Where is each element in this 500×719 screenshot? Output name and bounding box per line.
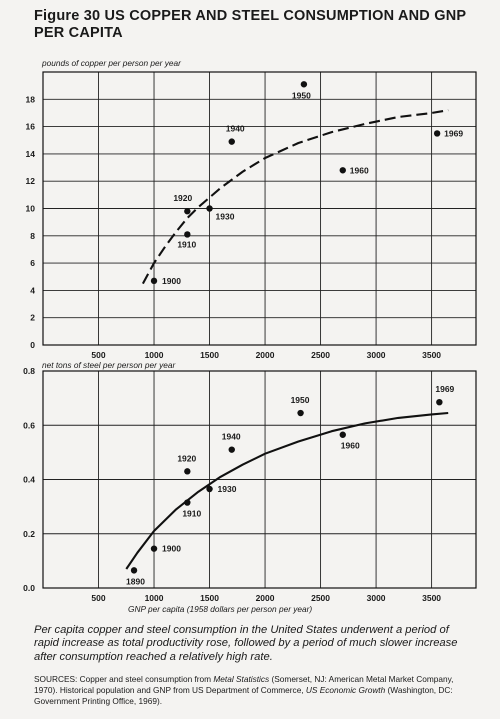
y-axis-label: net tons of steel per person per year xyxy=(42,360,177,370)
plot-frame xyxy=(42,71,477,346)
x-tick-label: 2500 xyxy=(311,350,330,360)
x-tick-label: 2000 xyxy=(256,593,275,603)
y-tick-label: 2 xyxy=(30,313,35,323)
sources-metal-statistics: Metal Statistics xyxy=(213,674,270,684)
point-label-1940: 1940 xyxy=(222,432,241,442)
point-label-1960: 1960 xyxy=(341,441,360,451)
point-label-1910: 1910 xyxy=(182,509,201,519)
y-tick-label: 0.0 xyxy=(23,583,35,593)
copper-chart: 0 2 4 6 8 10 12 14 16 18 500 1000 1500 2000 2500 3000 35… xyxy=(26,58,477,360)
steel-chart: 0.0 0.2 0.4 0.6 0.8 500 1000 1500 2000 2500 3000 35… xyxy=(23,360,477,614)
data-point-1910 xyxy=(184,231,191,238)
point-label-1969: 1969 xyxy=(435,384,454,394)
x-tick-label: 2500 xyxy=(311,593,330,603)
y-tick-label: 0.8 xyxy=(23,366,35,376)
sources-mid: (Somerset, NJ: American Metal Market Com… xyxy=(34,674,454,695)
y-tick-label: 18 xyxy=(26,94,36,104)
point-label-1960: 1960 xyxy=(350,165,369,175)
data-point-1960 xyxy=(339,167,346,174)
figure-sources: SOURCES: Copper and steel consumption fr… xyxy=(34,674,474,707)
y-tick-label: 10 xyxy=(26,204,36,214)
trend-curve xyxy=(125,411,449,570)
y-tick-label: 14 xyxy=(26,149,36,159)
data-point-1920 xyxy=(184,208,191,215)
point-label-1920: 1920 xyxy=(173,193,192,203)
x-tick-label: 3500 xyxy=(422,593,441,603)
point-label-1890: 1890 xyxy=(126,576,145,586)
point-label-1900: 1900 xyxy=(162,276,181,286)
data-point-1890 xyxy=(130,567,138,574)
data-point-1950 xyxy=(297,409,304,417)
data-point-1960 xyxy=(339,431,346,438)
y-tick-label: 8 xyxy=(30,231,35,241)
data-point-1900 xyxy=(150,277,158,285)
x-tick-label: 1000 xyxy=(145,350,164,360)
y-tick-label: 6 xyxy=(30,258,35,268)
y-axis-label: pounds of copper per person per year xyxy=(41,58,182,68)
x-axis-label: GNP per capita (1958 dollars per person … xyxy=(128,604,312,614)
point-label-1950: 1950 xyxy=(291,395,310,405)
trend-curve xyxy=(141,109,449,285)
data-point-1930 xyxy=(206,485,213,493)
point-label-1910: 1910 xyxy=(177,239,196,249)
data-point-1930 xyxy=(206,205,213,212)
y-tick-label: 16 xyxy=(26,122,36,132)
point-label-1920: 1920 xyxy=(177,453,196,463)
data-point-1940 xyxy=(228,446,235,453)
point-label-1930: 1930 xyxy=(218,484,237,494)
point-label-1900: 1900 xyxy=(162,544,181,554)
y-tick-label: 0 xyxy=(30,340,35,350)
plot-frame xyxy=(42,370,477,589)
y-tick-label: 0.6 xyxy=(23,420,35,430)
data-point-1969 xyxy=(436,398,443,406)
data-point-1940 xyxy=(228,138,235,145)
data-point-1910 xyxy=(184,499,191,506)
x-tick-label: 1500 xyxy=(200,350,219,360)
y-tick-label: 0.4 xyxy=(23,475,35,485)
x-tick-label: 500 xyxy=(91,350,105,360)
data-point-1950 xyxy=(300,81,308,88)
data-point-1920 xyxy=(184,468,191,475)
x-tick-label: 3000 xyxy=(367,350,386,360)
x-tick-label: 500 xyxy=(91,593,105,603)
point-label-1940: 1940 xyxy=(226,124,245,134)
y-tick-label: 4 xyxy=(30,285,35,295)
x-tick-label: 3500 xyxy=(422,350,441,360)
x-tick-label: 1500 xyxy=(200,593,219,603)
y-tick-label: 0.2 xyxy=(23,529,35,539)
x-tick-label: 2000 xyxy=(256,350,275,360)
figure-caption: Per capita copper and steel consumption … xyxy=(34,624,458,663)
data-point-1900 xyxy=(150,545,158,552)
point-label-1930: 1930 xyxy=(216,212,235,222)
sources-economic-growth: US Economic Growth xyxy=(305,685,386,695)
point-label-1950: 1950 xyxy=(292,90,311,100)
sources-prefix: SOURCES: Copper and steel consumption fr… xyxy=(34,674,214,684)
figure-title: Figure 30 US COPPER AND STEEL CONSUMPTIO… xyxy=(34,8,466,41)
data-point-1969 xyxy=(433,130,441,137)
point-label-1969: 1969 xyxy=(444,128,463,138)
x-tick-label: 1000 xyxy=(145,593,164,603)
y-tick-label: 12 xyxy=(26,176,36,186)
x-tick-label: 3000 xyxy=(367,593,386,603)
sources-suffix: (Washington, DC: Government Printing Off… xyxy=(34,685,453,706)
